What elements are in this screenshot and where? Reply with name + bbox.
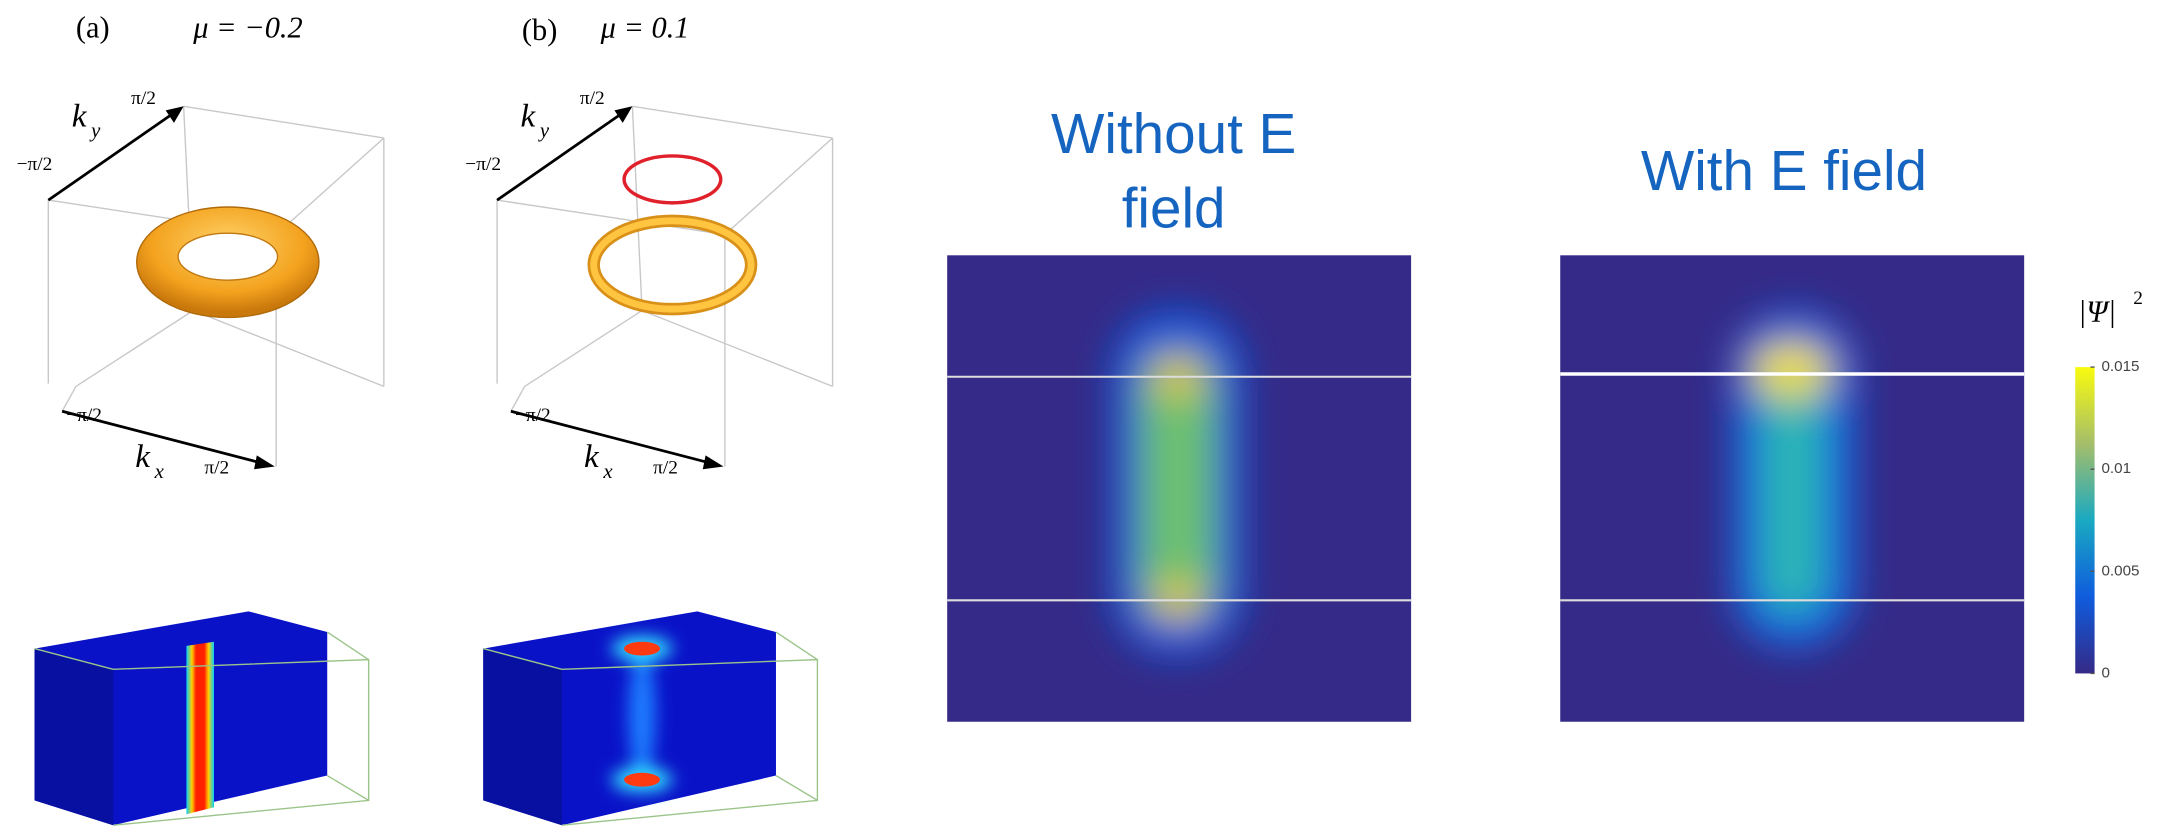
colorbar-tick-label: 0 <box>2101 664 2109 681</box>
panel-label: (a) <box>76 10 110 44</box>
ky-sub: y <box>89 120 101 142</box>
mu-label: μ = 0.1 <box>600 10 690 44</box>
ky-label: k <box>521 97 537 134</box>
density-stripe <box>186 642 214 815</box>
colorbar-gradient <box>2075 367 2094 673</box>
colorbar-label-sup: 2 <box>2133 288 2143 309</box>
neg-tick: −π/2 <box>66 405 102 426</box>
density <box>1731 311 1855 649</box>
mu-label: μ = −0.2 <box>192 10 302 44</box>
kx-sub: x <box>602 461 613 483</box>
kx-sub: x <box>154 461 165 483</box>
map-title: With E field <box>1641 139 1927 202</box>
kx-label: k <box>135 438 151 475</box>
neg-tick: −π/2 <box>515 405 551 426</box>
colorbar-tick-label: 0.015 <box>2101 358 2139 375</box>
map-without-e: Without E field <box>947 102 1411 722</box>
panel-label: (b) <box>522 13 557 47</box>
kx-label: k <box>584 438 600 475</box>
pos-tick: π/2 <box>653 458 678 479</box>
ky-label: k <box>72 97 88 134</box>
slab-side <box>35 649 114 826</box>
neg-tick: −π/2 <box>465 154 501 175</box>
torus-hole <box>178 233 277 280</box>
ky-arrow <box>497 109 628 200</box>
arrowhead <box>254 455 275 469</box>
figure: (a) μ = −0.2 k y π/2 −π/2 −π/2 k x π/2 (… <box>0 0 2165 828</box>
density-peak <box>624 642 660 656</box>
neg-tick: −π/2 <box>17 154 53 175</box>
density <box>1113 311 1243 656</box>
pos-tick: π/2 <box>204 458 229 479</box>
panel-a: (a) μ = −0.2 k y π/2 −π/2 −π/2 k x π/2 <box>17 10 384 825</box>
pos-tick: π/2 <box>131 88 156 109</box>
red-ring <box>624 156 721 203</box>
colorbar: |Ψ| 2 0.015 0.01 0.005 0 <box>2075 288 2143 682</box>
map-title: field <box>1122 176 1226 239</box>
ky-sub: y <box>538 120 550 142</box>
colorbar-tick-label: 0.005 <box>2101 562 2139 579</box>
ring-highlight <box>594 221 751 309</box>
page: {"panels": [ {"label": "(a)", "mu": "μ =… <box>0 0 2165 828</box>
arrowhead <box>614 106 632 123</box>
map-with-e: With E field <box>1560 139 2024 722</box>
pos-tick: π/2 <box>580 88 605 109</box>
panel-b: (b) μ = 0.1 k y π/2 −π/2 −π/2 k x π/2 <box>465 10 832 825</box>
slab-side <box>483 649 562 826</box>
arrowhead <box>703 455 724 469</box>
colorbar-tick-label: 0.01 <box>2101 460 2131 477</box>
density-peak <box>624 773 660 787</box>
ky-arrow <box>48 109 179 200</box>
arrowhead <box>166 106 184 123</box>
colorbar-label: |Ψ| <box>2078 295 2116 329</box>
map-title: Without E <box>1051 102 1296 165</box>
